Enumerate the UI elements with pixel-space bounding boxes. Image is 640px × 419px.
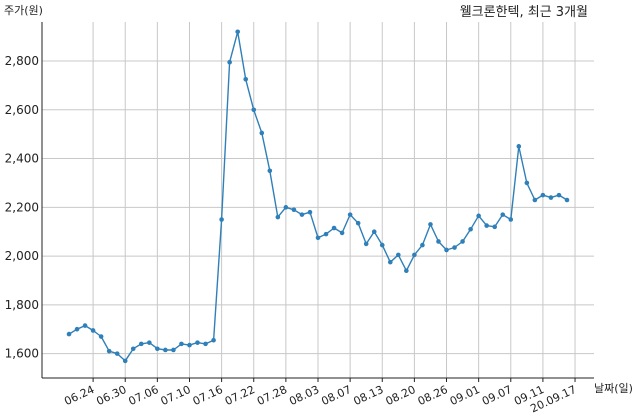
data-point: [355, 220, 361, 226]
x-tick-label: 08.03: [287, 383, 321, 408]
data-point: [363, 241, 369, 247]
data-point: [371, 229, 377, 234]
data-point: [452, 245, 457, 250]
data-point: [98, 334, 104, 339]
data-point: [219, 217, 224, 222]
data-point: [163, 347, 168, 353]
data-point: [171, 347, 176, 353]
x-tick-label: 07.06: [127, 383, 161, 408]
grid-layer: [42, 22, 594, 378]
data-point: [516, 144, 522, 149]
x-tick-label: 06.30: [94, 383, 128, 408]
x-tick-label: 07.22: [223, 383, 257, 408]
data-point: [548, 195, 554, 200]
data-point: [299, 212, 305, 217]
data-point: [339, 230, 345, 236]
y-tick-label: 2,200: [5, 200, 39, 214]
y-tick-label: 1,800: [5, 298, 39, 312]
x-axis-label: 날짜(일): [594, 381, 633, 395]
data-point: [235, 29, 240, 35]
data-point: [428, 222, 433, 227]
data-point: [347, 212, 353, 217]
data-point: [66, 331, 72, 337]
x-tick-label: 08.07: [319, 383, 353, 408]
data-point: [251, 107, 257, 113]
label-layer: 주가(원) 웰크론한텍, 최근 3개월 날짜(일): [4, 4, 633, 395]
data-point: [404, 268, 409, 274]
data-point: [484, 223, 489, 228]
data-point: [275, 214, 281, 220]
data-point: [468, 226, 473, 232]
data-point: [74, 326, 80, 332]
data-point: [412, 252, 417, 258]
x-tick-label: 08.26: [416, 383, 450, 408]
data-point: [259, 130, 265, 136]
data-point: [492, 224, 498, 230]
data-point: [106, 348, 112, 354]
data-point: [267, 168, 273, 174]
data-point: [195, 340, 200, 345]
data-point: [524, 180, 530, 186]
data-point: [500, 212, 506, 217]
data-point: [396, 252, 401, 258]
data-point: [138, 341, 144, 347]
data-point: [283, 205, 289, 210]
y-tick-label: 2,400: [5, 152, 39, 166]
x-tick-label: 07.10: [159, 383, 193, 408]
data-point: [211, 337, 216, 343]
y-tick-label: 2,800: [5, 54, 39, 68]
data-point: [130, 346, 136, 352]
data-point: [387, 259, 393, 265]
data-point: [331, 225, 337, 231]
data-point: [556, 192, 562, 198]
y-axis-label: 주가(원): [4, 4, 43, 17]
data-point: [122, 358, 128, 364]
data-point: [323, 231, 329, 237]
data-point: [420, 242, 425, 248]
data-point: [155, 346, 160, 352]
data-point: [307, 209, 313, 215]
y-tick-label: 2,600: [5, 103, 39, 117]
x-tick-label: 06.24: [62, 383, 96, 408]
data-point-layer: [66, 29, 570, 364]
data-point: [179, 341, 184, 347]
y-tick-label: 1,600: [5, 347, 39, 361]
data-point: [532, 197, 538, 203]
x-tick-label: 07.16: [191, 383, 225, 408]
x-tick-label: 09.07: [480, 383, 514, 408]
data-point: [291, 207, 297, 213]
data-point: [227, 59, 232, 65]
data-point: [379, 242, 385, 248]
data-point: [540, 192, 546, 198]
data-point: [114, 351, 120, 356]
data-point: [315, 235, 321, 241]
data-point: [147, 340, 152, 345]
y-tick-label: 2,000: [5, 249, 39, 263]
x-tick-label: 08.20: [384, 383, 418, 408]
x-tick-label: 08.13: [351, 383, 385, 408]
data-point: [476, 213, 481, 219]
data-point: [243, 77, 249, 82]
data-point: [187, 342, 192, 348]
data-point: [203, 341, 208, 347]
x-tick-label: 09.01: [448, 383, 482, 408]
data-point: [508, 217, 514, 222]
data-point: [444, 247, 449, 253]
data-point: [82, 323, 88, 328]
data-point: [460, 239, 465, 244]
data-point: [564, 197, 570, 203]
x-tick-label: 07.28: [255, 383, 289, 408]
data-point: [90, 328, 96, 333]
chart-title: 웰크론한텍, 최근 3개월: [460, 5, 588, 20]
data-point: [436, 239, 441, 244]
